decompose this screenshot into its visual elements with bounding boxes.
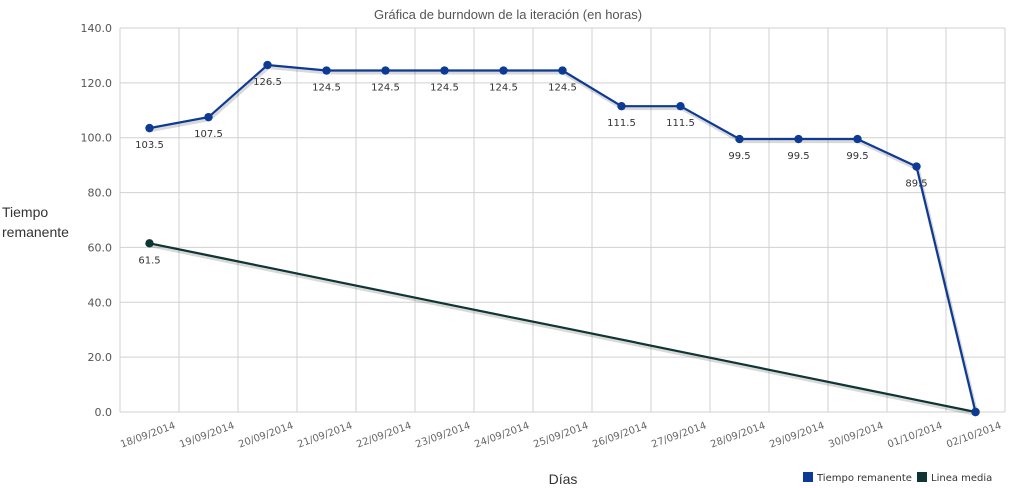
data-point <box>204 112 213 122</box>
data-label: 61.5 <box>138 255 160 266</box>
data-point <box>676 101 685 111</box>
data-label: 124.5 <box>312 83 341 94</box>
y-tick-label: 0.0 <box>95 406 113 419</box>
data-label: 107.5 <box>194 129 223 140</box>
x-tick-label: 18/09/2014 <box>119 420 177 450</box>
series-line <box>149 63 977 413</box>
data-label: 99.5 <box>728 151 750 162</box>
x-axis-ticks: 18/09/2014 19/09/2014 20/09/2014 21/09/2014… <box>119 420 1003 450</box>
data-point <box>794 134 803 144</box>
data-point <box>263 60 272 70</box>
data-point <box>912 162 921 171</box>
data-point <box>322 66 331 75</box>
x-axis-label: Días <box>549 471 578 487</box>
y-tick-label: 80.0 <box>88 187 113 200</box>
x-tick-label: 25/09/2014 <box>532 420 590 450</box>
data-label: 124.5 <box>371 83 400 94</box>
data-label: 89.5 <box>905 179 927 190</box>
data-point <box>558 66 567 75</box>
x-tick-label: 27/09/2014 <box>650 420 708 450</box>
chart-title: Gráfica de burndown de la iteración (en … <box>374 7 642 22</box>
y-axis-label-line2: remanente <box>2 224 69 240</box>
data-point <box>499 66 508 75</box>
grid-lines <box>119 27 1006 413</box>
data-label: 111.5 <box>607 118 636 129</box>
x-tick-label: 26/09/2014 <box>591 420 649 450</box>
data-point <box>381 66 390 75</box>
legend-label: Tiempo remanente <box>816 473 912 484</box>
x-tick-label: 23/09/2014 <box>414 420 472 450</box>
data-label: 126.5 <box>253 77 282 88</box>
data-label: 99.5 <box>787 151 809 162</box>
series-line-shadow <box>150 64 979 415</box>
x-tick-label: 21/09/2014 <box>296 420 354 450</box>
data-point <box>145 239 154 248</box>
y-axis-label-line1: Tiempo <box>2 204 48 220</box>
data-point <box>145 123 154 133</box>
data-label: 124.5 <box>489 83 518 94</box>
y-axis-ticks: 0.0 20.0 40.0 60.0 80.0 100.0 120.0 140.0 <box>81 22 113 419</box>
data-point <box>617 101 626 111</box>
series-1: 61.5 <box>138 239 980 417</box>
series-line-shadow <box>150 243 977 416</box>
legend: Tiempo remanente Linea media <box>803 472 992 484</box>
data-point <box>853 134 862 144</box>
series-0: 103.5 107.5 126.5 124.5 124.5 124.5 124.5 124.5… <box>135 60 980 417</box>
x-tick-label: 22/09/2014 <box>355 420 413 450</box>
legend-label: Linea media <box>931 473 992 484</box>
x-tick-label: 29/09/2014 <box>768 420 826 450</box>
data-label: 103.5 <box>135 140 164 151</box>
x-tick-label: 02/10/2014 <box>945 420 1003 450</box>
y-tick-label: 40.0 <box>88 296 113 309</box>
y-tick-label: 120.0 <box>81 77 113 90</box>
x-tick-label: 19/09/2014 <box>178 420 236 450</box>
legend-swatch <box>803 472 813 482</box>
legend-swatch <box>917 472 927 482</box>
data-label: 124.5 <box>548 83 577 94</box>
data-point <box>735 134 744 144</box>
data-point <box>440 66 449 75</box>
y-tick-label: 60.0 <box>88 241 113 254</box>
x-tick-label: 24/09/2014 <box>473 420 531 450</box>
y-tick-label: 100.0 <box>81 132 113 145</box>
x-tick-label: 28/09/2014 <box>709 420 767 450</box>
y-tick-label: 20.0 <box>88 351 113 364</box>
series-line <box>149 242 976 414</box>
y-tick-label: 140.0 <box>81 22 113 35</box>
data-label: 111.5 <box>666 118 695 129</box>
data-point <box>971 407 980 417</box>
data-label: 99.5 <box>846 151 868 162</box>
x-tick-label: 01/10/2014 <box>886 420 944 450</box>
x-tick-label: 20/09/2014 <box>237 420 295 450</box>
x-tick-label: 30/09/2014 <box>827 420 885 450</box>
data-label: 124.5 <box>430 83 459 94</box>
